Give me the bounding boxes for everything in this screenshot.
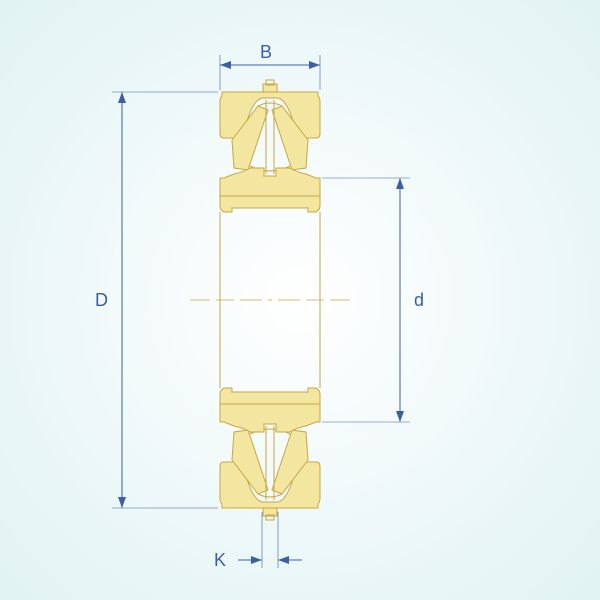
dim-B-label: B: [260, 42, 272, 62]
bearing-diagram: B D d K: [0, 0, 600, 600]
dim-K-label: K: [214, 550, 226, 570]
dim-d-label: d: [414, 290, 424, 310]
dim-D-label: D: [95, 290, 108, 310]
